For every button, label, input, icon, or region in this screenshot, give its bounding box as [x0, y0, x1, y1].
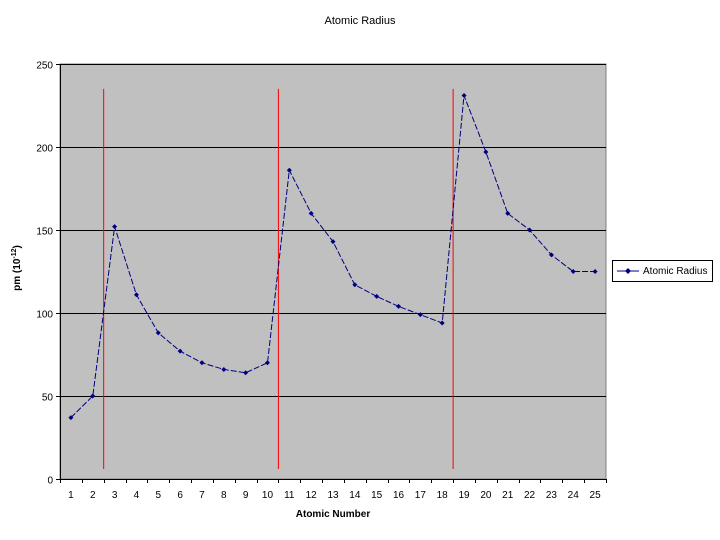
- data-point: [243, 370, 249, 376]
- x-tick-label: 19: [458, 490, 470, 501]
- data-point: [439, 320, 445, 326]
- x-tick-label: 18: [437, 490, 449, 501]
- data-point: [527, 227, 533, 233]
- x-tick-label: 12: [306, 490, 318, 501]
- y-axis-label-base: pm (10: [12, 258, 24, 291]
- chart-title: Atomic Radius: [324, 15, 396, 27]
- x-tick-label: 20: [480, 490, 492, 501]
- x-tick-label: 22: [524, 490, 536, 501]
- x-tick-label: 7: [199, 490, 205, 501]
- x-tick-label: 15: [371, 490, 383, 501]
- x-tick-label: 8: [221, 490, 227, 501]
- x-tick-label: 1: [68, 490, 74, 501]
- x-tick-label: 2: [90, 490, 96, 501]
- x-axis-label: Atomic Number: [295, 509, 371, 520]
- data-point: [177, 348, 183, 354]
- x-tick-label: 6: [177, 490, 183, 501]
- x-tick-label: 14: [349, 490, 361, 501]
- y-axis-label-close: ): [12, 245, 24, 249]
- x-tick-label: 3: [112, 490, 118, 501]
- legend-line-marker-icon: [617, 268, 639, 274]
- data-point: [133, 292, 139, 298]
- data-point: [90, 393, 96, 399]
- plot-area: [59, 63, 607, 480]
- data-point: [308, 210, 314, 216]
- x-tick-label: 16: [393, 490, 405, 501]
- x-tick-label: 23: [546, 490, 558, 501]
- data-point: [68, 415, 74, 421]
- x-tick-label: 5: [155, 490, 161, 501]
- x-tick-label: 17: [415, 490, 427, 501]
- data-point: [155, 330, 161, 336]
- legend-label: Atomic Radius: [643, 265, 708, 277]
- x-tick-label: 13: [327, 490, 339, 501]
- x-tick-label: 10: [262, 490, 274, 501]
- data-point: [396, 303, 402, 309]
- x-tick-label: 9: [243, 490, 249, 501]
- x-tick-label: 21: [502, 490, 514, 501]
- data-point: [592, 269, 598, 274]
- data-point: [221, 366, 227, 372]
- data-point: [417, 312, 423, 318]
- data-point: [461, 93, 467, 99]
- data-point: [483, 149, 489, 155]
- y-axis-label: pm (10-12): [11, 245, 23, 291]
- legend: Atomic Radius: [612, 260, 713, 282]
- y-tick-label: 0: [47, 476, 53, 487]
- data-point: [352, 282, 358, 288]
- y-tick-label: 200: [36, 144, 53, 155]
- x-tick-label: 11: [284, 490, 295, 501]
- data-point: [112, 224, 118, 230]
- y-axis-label-exponent: -12: [10, 248, 18, 259]
- data-point: [330, 239, 336, 245]
- data-point: [286, 167, 292, 173]
- x-tick-label: 24: [568, 490, 580, 501]
- data-point: [548, 252, 554, 258]
- data-point: [570, 269, 576, 274]
- data-point: [374, 293, 380, 299]
- y-tick-label: 50: [42, 393, 54, 404]
- data-point: [199, 360, 205, 366]
- data-point: [505, 210, 511, 216]
- x-tick-label: 25: [590, 490, 602, 501]
- y-tick-label: 250: [36, 61, 53, 72]
- x-tick-label: 4: [134, 490, 140, 501]
- y-tick-label: 100: [36, 310, 53, 321]
- y-tick-label: 150: [36, 227, 53, 238]
- data-point: [264, 360, 270, 366]
